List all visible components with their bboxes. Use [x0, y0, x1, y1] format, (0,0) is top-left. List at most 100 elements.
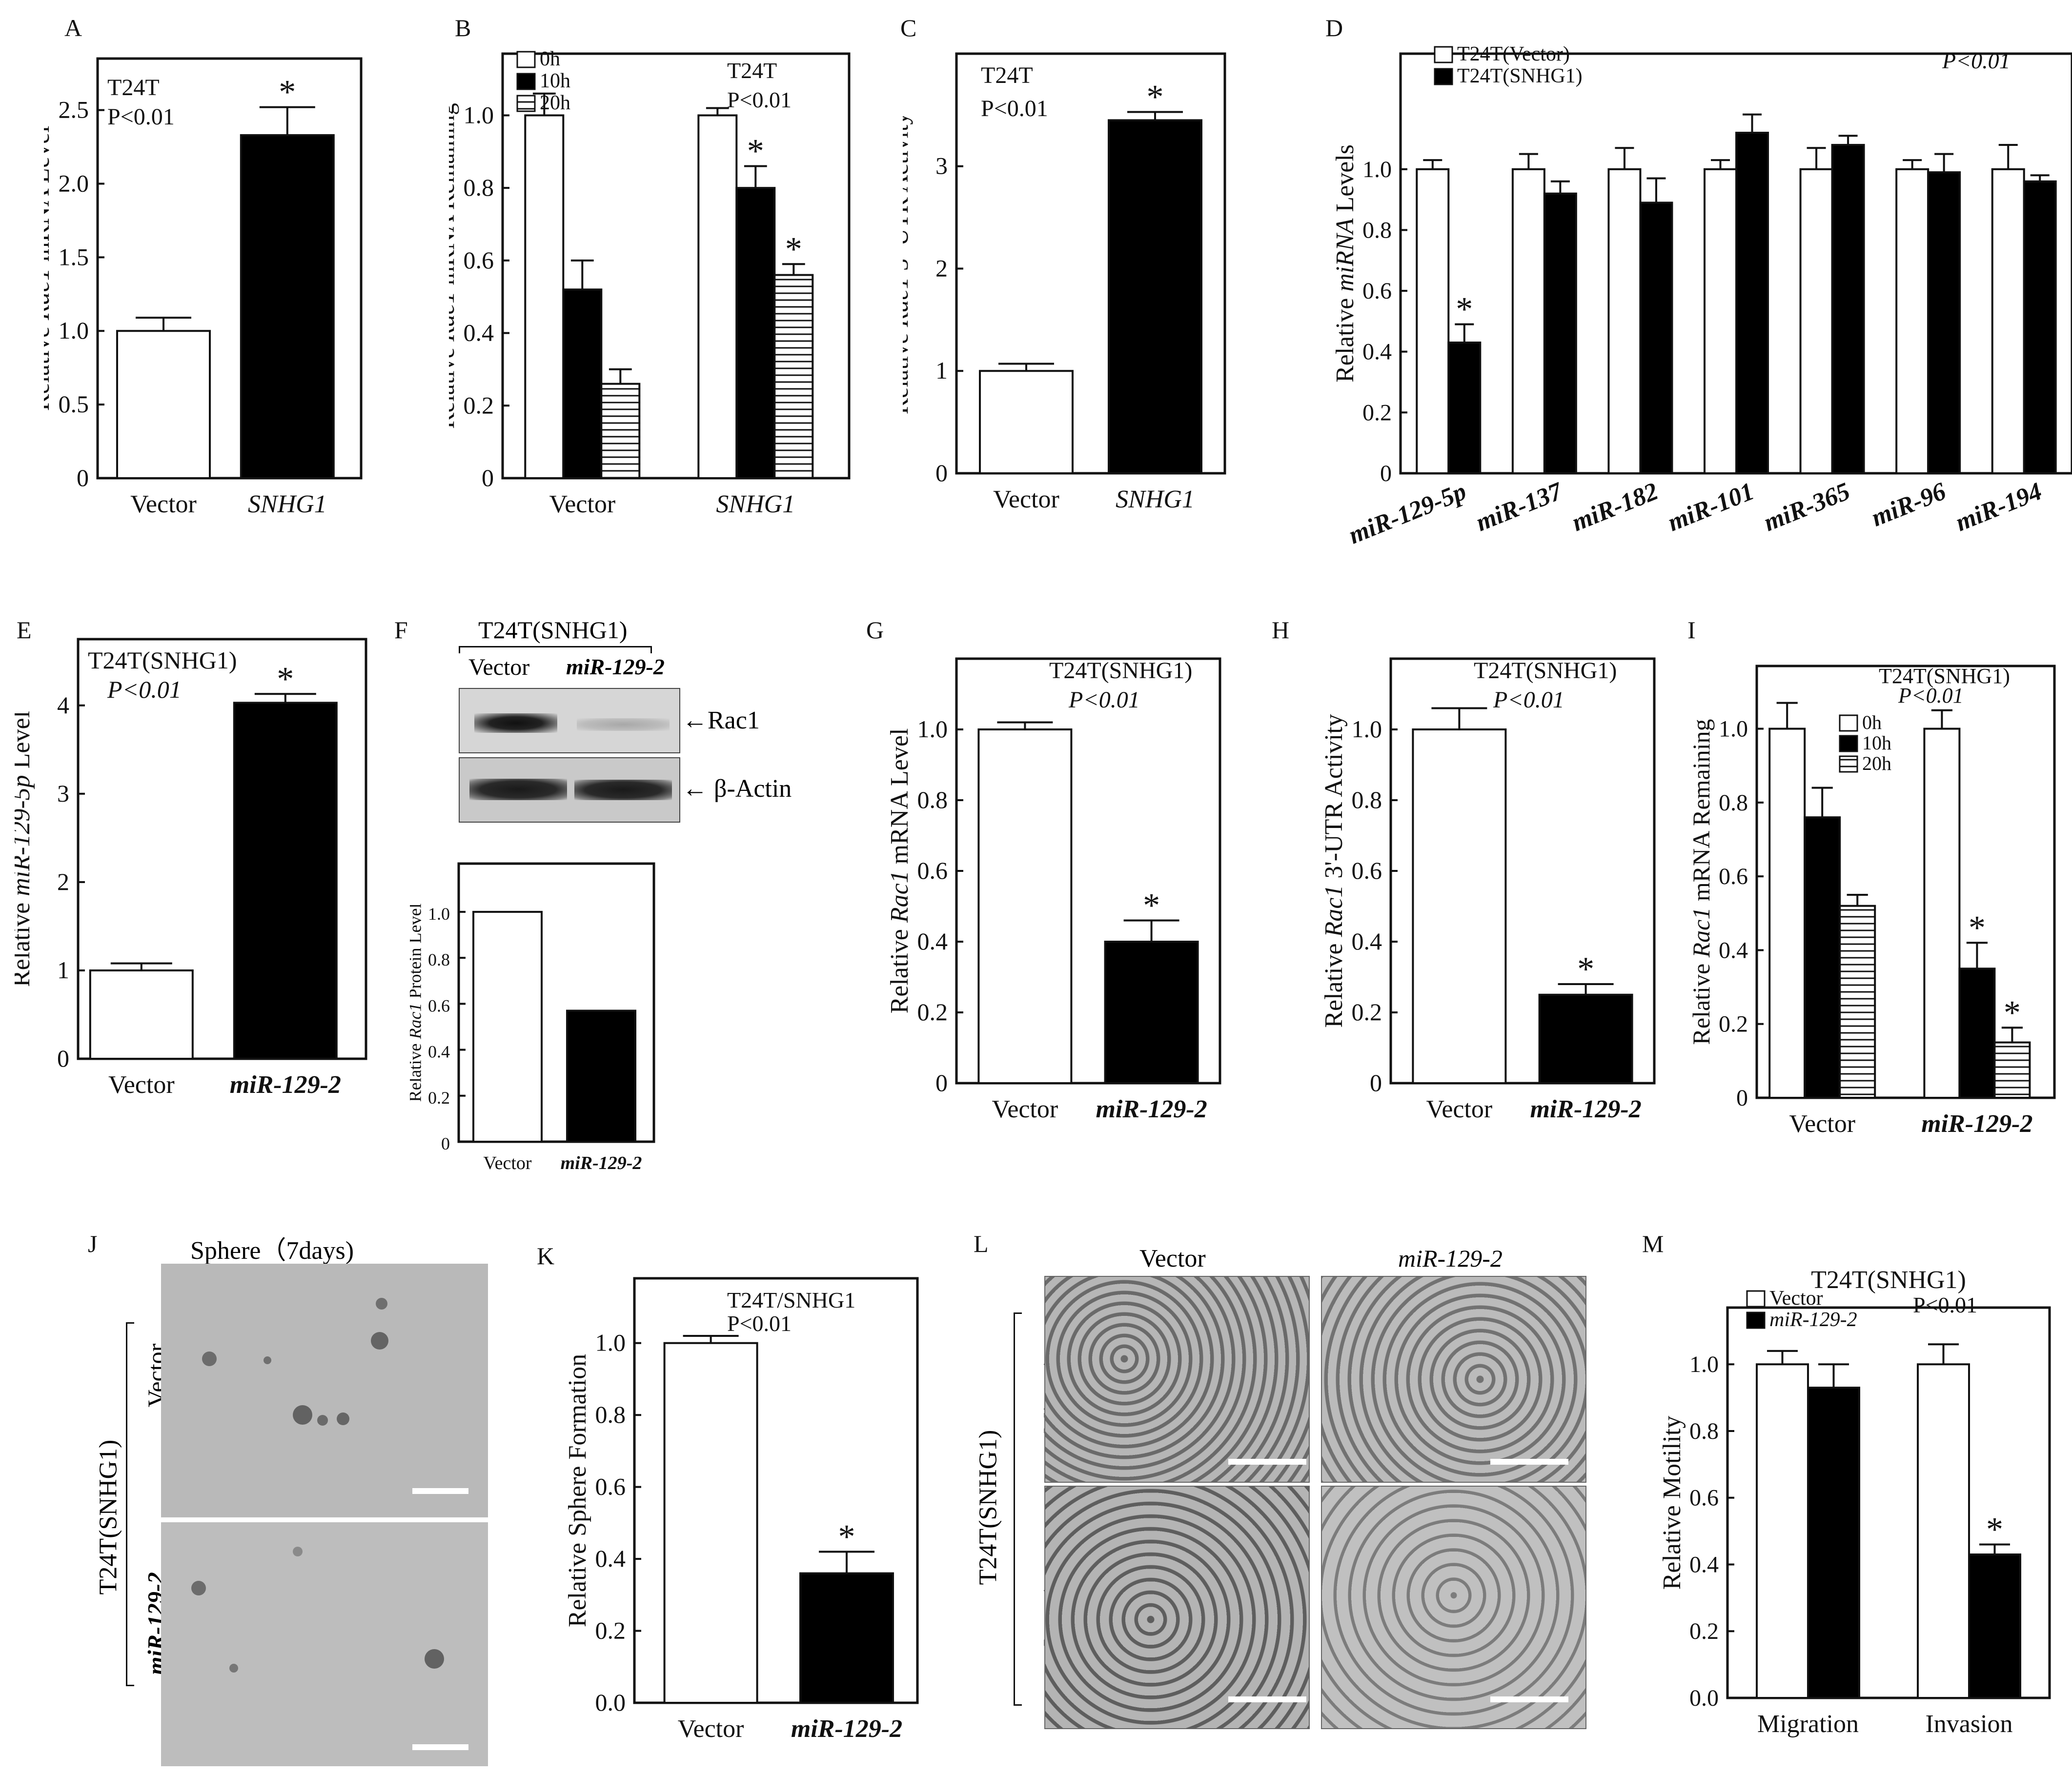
- x-tick-label: miR-129-2: [791, 1715, 902, 1743]
- bar: [979, 370, 1074, 474]
- motility-bracket: [1014, 1312, 1022, 1706]
- x-tick-label: Invasion: [1925, 1710, 2012, 1738]
- y-tick-label: 2: [57, 868, 69, 895]
- panel-letter-j: J: [88, 1230, 98, 1257]
- panel-letter-m: M: [1642, 1230, 1664, 1257]
- legend-label: T24T(SNHG1): [1457, 65, 1583, 87]
- plot-frame: [77, 638, 367, 1060]
- invasion-vector-micrograph: [1044, 1486, 1310, 1729]
- y-tick-label: 0.8: [464, 174, 494, 201]
- y-tick-label: 0.4: [1689, 1552, 1719, 1577]
- y-axis-label-part: Relative: [15, 896, 35, 987]
- bar: [1923, 727, 1961, 1099]
- bar: [1895, 168, 1930, 474]
- x-tick-label: miR-101: [1664, 477, 1758, 537]
- legend-label: 10h: [540, 70, 570, 92]
- y-tick-label: 0.0: [1689, 1685, 1719, 1711]
- bar: [773, 274, 814, 479]
- legend-swatch: [1746, 1290, 1766, 1308]
- blot-header-bracket: [459, 646, 652, 653]
- bar: [1639, 202, 1673, 474]
- x-tick-label: Vector: [483, 1153, 532, 1173]
- p-value-label: P<0.01: [1493, 687, 1564, 713]
- bar: [472, 910, 543, 1143]
- x-tick-label: SNHG1: [1116, 485, 1195, 513]
- legend-label: 20h: [1862, 752, 1891, 774]
- y-tick-label: 0: [77, 464, 89, 491]
- sphere-row-label: T24T(SNHG1): [94, 1434, 123, 1600]
- sphere-row-label-text: T24T(SNHG1): [94, 1439, 122, 1595]
- bar: [1799, 168, 1833, 474]
- cell-line-label: T24T(SNHG1): [88, 646, 237, 674]
- chart-a: 0 0.5 1.0 1.5 2.0 2.5 Relative Rac1 mRNA Level…: [44, 57, 363, 518]
- y-axis-label-part: Relative: [903, 327, 913, 414]
- y-tick-label: 0.4: [595, 1545, 626, 1572]
- x-tick-label: miR-129-2: [1096, 1095, 1207, 1123]
- cell-line-label: T24T(SNHG1): [1879, 664, 2010, 688]
- y-tick-label: 1.0: [1689, 1351, 1719, 1377]
- y-tick-label: 0.6: [1719, 864, 1748, 889]
- y-tick-label: 3: [57, 780, 69, 807]
- p-value-label: P<0.01: [727, 87, 792, 112]
- y-axis-label-part: Rac1: [886, 870, 914, 923]
- p-value-label: P<0.01: [1898, 684, 1964, 707]
- bar: [1831, 143, 1865, 474]
- sphere-micrograph-vector: [161, 1264, 488, 1517]
- y-axis-label: Relative Rac1 3'-UTR Activity: [903, 113, 913, 415]
- sphere-cluster: [317, 1415, 328, 1426]
- legend-label: 0h: [540, 48, 560, 70]
- cell-line-label: T24T/SNHG1: [727, 1288, 855, 1312]
- sphere-cluster: [264, 1356, 271, 1364]
- y-axis-label-part: Relative: [1687, 957, 1715, 1045]
- y-tick-label: 0.8: [1362, 217, 1392, 243]
- p-value-label: P<0.01: [1942, 48, 2011, 73]
- y-axis-label-part: Rac1: [1320, 885, 1348, 938]
- y-tick-label: 0: [57, 1045, 69, 1072]
- legend-label: 0h: [1862, 711, 1882, 733]
- motility-row-label: T24T(SNHG1): [974, 1420, 1003, 1595]
- y-axis-label-part: Rac1: [1687, 908, 1715, 958]
- scale-bar: [1228, 1696, 1306, 1702]
- motility-panel: Vector miR-129-2 T24T(SNHG1) Migration I…: [974, 1230, 1608, 1766]
- panel-letter-f: F: [394, 616, 408, 644]
- bar: [1927, 171, 1961, 475]
- invasion-mir-micrograph: [1321, 1486, 1586, 1729]
- y-tick-label: 0.4: [428, 1042, 450, 1062]
- scale-bar: [412, 1744, 468, 1750]
- significance-star: *: [1969, 909, 1986, 947]
- y-axis-label: Relative Rac1 mRNA Remaining: [1687, 719, 1715, 1045]
- significance-star: *: [1986, 1511, 2003, 1548]
- significance-star: *: [838, 1518, 855, 1555]
- y-axis-label-part: miR-129-5p: [15, 775, 35, 896]
- y-axis-label: Relative Rac1 mRNA Remaining: [449, 103, 459, 429]
- y-axis-label-part: Rac1: [449, 291, 459, 342]
- y-axis-label: Relative Rac1 3'-UTR Activity: [1320, 714, 1348, 1028]
- x-tick-label: Vector: [108, 1071, 175, 1099]
- x-tick-label: miR-96: [1868, 477, 1950, 532]
- plot-frame: [457, 862, 655, 1143]
- y-tick-label: 3: [935, 152, 948, 180]
- y-axis-label-part: Relative Sphere Formation: [564, 1354, 591, 1627]
- legend-swatch: [1434, 46, 1453, 63]
- panel-letter-a: A: [64, 14, 82, 41]
- y-axis-label-part: mRNA Level: [44, 126, 55, 268]
- bar: [799, 1572, 894, 1704]
- plot-frame: [501, 52, 851, 480]
- col-vector-label: Vector: [1139, 1245, 1206, 1272]
- x-tick-label: Vector: [1426, 1095, 1493, 1123]
- bar: [600, 383, 641, 480]
- sphere-bracket: [126, 1322, 134, 1686]
- y-tick-label: 1.0: [464, 101, 494, 128]
- sphere-cluster: [293, 1405, 312, 1425]
- significance-star: *: [279, 74, 296, 111]
- chart-c: 0 1 2 3 Relative Rac1 3'-UTR Activity * Vector…: [903, 52, 1226, 513]
- y-tick-label: 0.2: [1719, 1011, 1748, 1037]
- panel-letter-d: D: [1325, 14, 1343, 41]
- actin-band-mir: [574, 780, 672, 800]
- y-tick-label: 4: [57, 691, 69, 719]
